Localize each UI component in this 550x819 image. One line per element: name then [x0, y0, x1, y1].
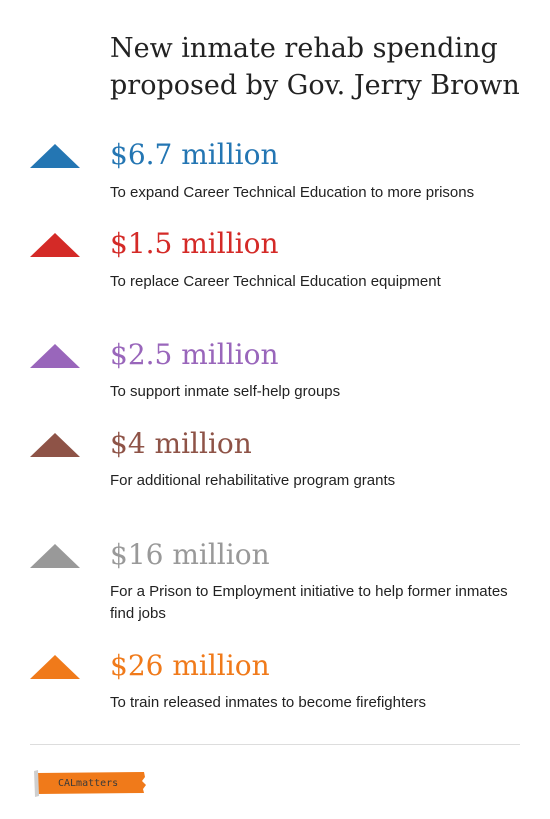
logo-background-shape — [35, 772, 146, 794]
spending-description: To replace Career Technical Education eq… — [110, 273, 441, 290]
spending-amount: $16 million — [110, 538, 270, 571]
spending-amount: $6.7 million — [110, 138, 279, 171]
spending-description: For a Prison to Employment initiative to… — [110, 583, 508, 622]
spending-amount: $1.5 million — [110, 227, 279, 260]
spending-description: To expand Career Technical Education to … — [110, 184, 475, 201]
up-arrow-icon — [30, 544, 80, 568]
divider — [30, 744, 520, 745]
up-arrow-icon — [30, 433, 80, 457]
spending-amount: $26 million — [110, 649, 270, 682]
up-arrow-icon — [30, 144, 80, 168]
spending-amount: $2.5 million — [110, 338, 279, 371]
spending-amount: $4 million — [110, 427, 252, 460]
calmatters-logo: CALmatters — [34, 770, 146, 797]
up-arrow-icon — [30, 655, 80, 679]
spending-description: To support inmate self-help groups — [110, 383, 341, 400]
spending-description: For additional rehabilitative program gr… — [110, 472, 396, 489]
page-title: New inmate rehab spending proposed by Go… — [110, 33, 520, 101]
spending-description: To train released inmates to become fire… — [110, 694, 426, 711]
up-arrow-icon — [30, 344, 80, 368]
logo-text: CALmatters — [58, 778, 118, 789]
up-arrow-icon — [30, 233, 80, 257]
